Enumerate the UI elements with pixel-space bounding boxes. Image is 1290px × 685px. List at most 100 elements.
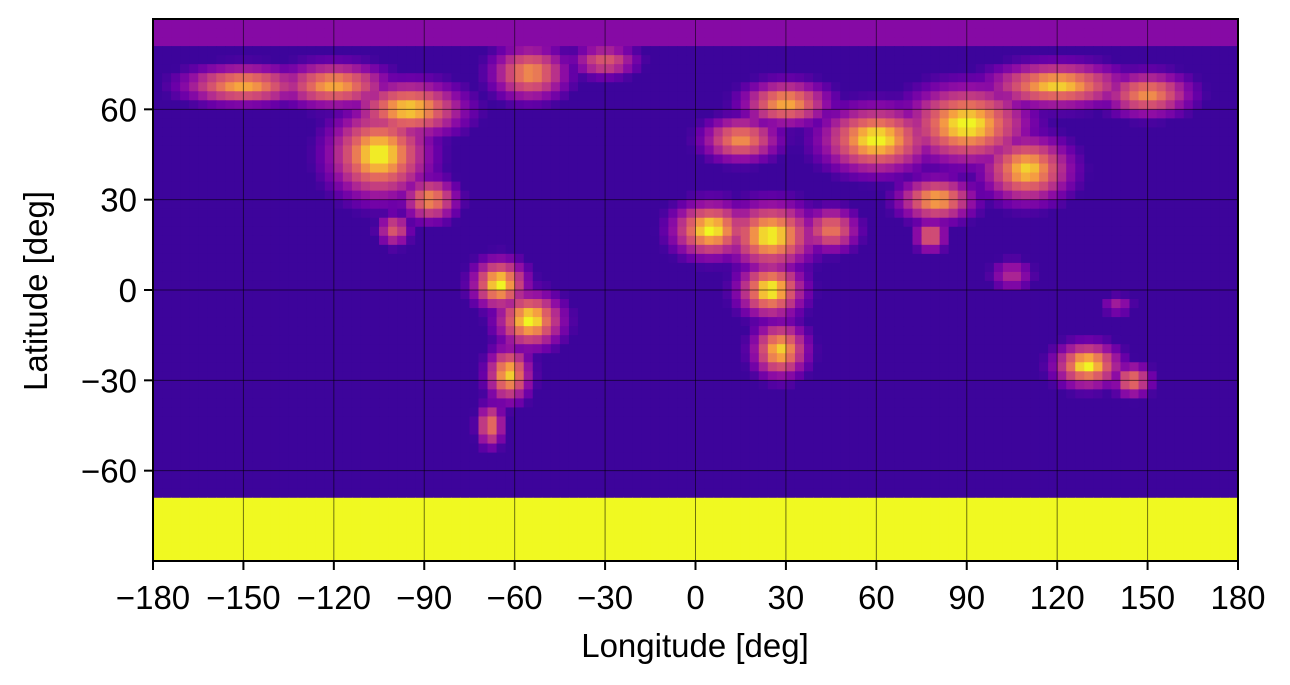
heatmap-cell <box>460 55 471 65</box>
heatmap-cell <box>876 244 886 255</box>
heatmap-cell <box>1093 190 1103 201</box>
heatmap-cell <box>867 344 877 354</box>
heatmap-cell <box>487 226 498 237</box>
heatmap-cell <box>840 380 850 390</box>
heatmap-cell <box>758 290 769 300</box>
heatmap-cell <box>460 208 471 219</box>
heatmap-cell <box>758 37 769 47</box>
heatmap-cell <box>767 145 778 156</box>
heatmap-cell <box>623 362 633 372</box>
heatmap-cell <box>1174 335 1185 345</box>
heatmap-cell <box>713 335 724 345</box>
heatmap-cell <box>1057 28 1067 38</box>
heatmap-cell <box>921 217 932 228</box>
heatmap-cell <box>424 226 434 237</box>
heatmap-cell <box>505 46 516 56</box>
heatmap-cell <box>424 317 434 327</box>
heatmap-cell <box>668 64 679 74</box>
heatmap-cell <box>568 181 579 192</box>
heatmap-cell <box>921 28 932 38</box>
heatmap-cell <box>1011 46 1022 56</box>
heatmap-cell <box>867 127 877 138</box>
heatmap-cell <box>957 353 968 363</box>
heatmap-cell <box>225 344 235 354</box>
heatmap-cell <box>939 244 950 255</box>
heatmap-cell <box>288 19 299 29</box>
heatmap-cell <box>903 172 914 183</box>
heatmap-cell <box>1120 235 1131 246</box>
heatmap-cell <box>234 280 245 291</box>
heatmap-cell <box>216 389 226 399</box>
heatmap-cell <box>948 145 959 156</box>
heatmap-cell <box>813 172 823 183</box>
heatmap-cell <box>758 217 769 228</box>
heatmap-cell <box>297 326 308 336</box>
heatmap-cell <box>234 389 245 399</box>
heatmap-cell <box>496 181 507 192</box>
heatmap-cell <box>162 145 172 156</box>
heatmap-cell <box>433 353 443 363</box>
heatmap-cell <box>469 335 480 345</box>
heatmap-cell <box>1093 235 1103 246</box>
heatmap-cell <box>252 299 263 309</box>
heatmap-cell <box>370 199 380 210</box>
heatmap-cell <box>758 380 769 390</box>
heatmap-cell <box>966 326 977 336</box>
heatmap-cell <box>1147 271 1158 282</box>
heatmap-cell <box>1011 326 1022 336</box>
heatmap-cell <box>957 326 968 336</box>
heatmap-cell <box>243 290 254 300</box>
heatmap-cell <box>831 271 841 282</box>
heatmap-cell <box>406 362 416 372</box>
heatmap-cell <box>939 127 950 138</box>
heatmap-cell <box>749 136 760 147</box>
heatmap-cell <box>749 326 760 336</box>
heatmap-cell <box>406 136 416 147</box>
heatmap-cell <box>1165 226 1176 237</box>
heatmap-cell <box>1021 64 1031 74</box>
heatmap-cell <box>1039 190 1049 201</box>
heatmap-cell <box>876 163 886 174</box>
heatmap-cell <box>1066 299 1076 309</box>
heatmap-cell <box>487 163 498 174</box>
heatmap-cell <box>614 226 624 237</box>
heatmap-cell <box>261 308 272 318</box>
heatmap-cell <box>415 299 425 309</box>
heatmap-cell <box>315 299 326 309</box>
heatmap-cell <box>1192 172 1203 183</box>
heatmap-cell <box>632 335 642 345</box>
heatmap-cell <box>270 82 281 92</box>
heatmap-cell <box>523 362 534 372</box>
heatmap-cell <box>162 271 172 282</box>
heatmap-cell <box>306 55 317 65</box>
heatmap-cell <box>216 208 226 219</box>
heatmap-cell <box>903 19 914 29</box>
heatmap-cell <box>162 37 172 47</box>
heatmap-cell <box>1048 371 1058 381</box>
heatmap-cell <box>984 380 995 390</box>
heatmap-cell <box>559 344 570 354</box>
heatmap-cell <box>270 217 281 228</box>
heatmap-cell <box>1093 163 1103 174</box>
heatmap-cell <box>315 344 326 354</box>
heatmap-cell <box>704 262 715 273</box>
heatmap-cell <box>1021 199 1031 210</box>
heatmap-cell <box>740 299 751 309</box>
heatmap-cell <box>234 199 245 210</box>
heatmap-cell <box>442 190 452 201</box>
heatmap-cell <box>1002 344 1013 354</box>
heatmap-cell <box>1201 335 1212 345</box>
heatmap-cell <box>505 335 516 345</box>
heatmap-cell <box>505 371 516 381</box>
heatmap-cell <box>758 271 769 282</box>
heatmap-cell <box>388 271 398 282</box>
heatmap-cell <box>1183 208 1194 219</box>
heatmap-cell <box>939 253 950 264</box>
heatmap-cell <box>198 118 208 128</box>
heatmap-cell <box>794 353 805 363</box>
heatmap-cell <box>966 290 977 300</box>
heatmap-cell <box>1228 226 1238 237</box>
heatmap-cell <box>993 271 1004 282</box>
heatmap-cell <box>1066 136 1076 147</box>
heatmap-cell <box>587 46 597 56</box>
